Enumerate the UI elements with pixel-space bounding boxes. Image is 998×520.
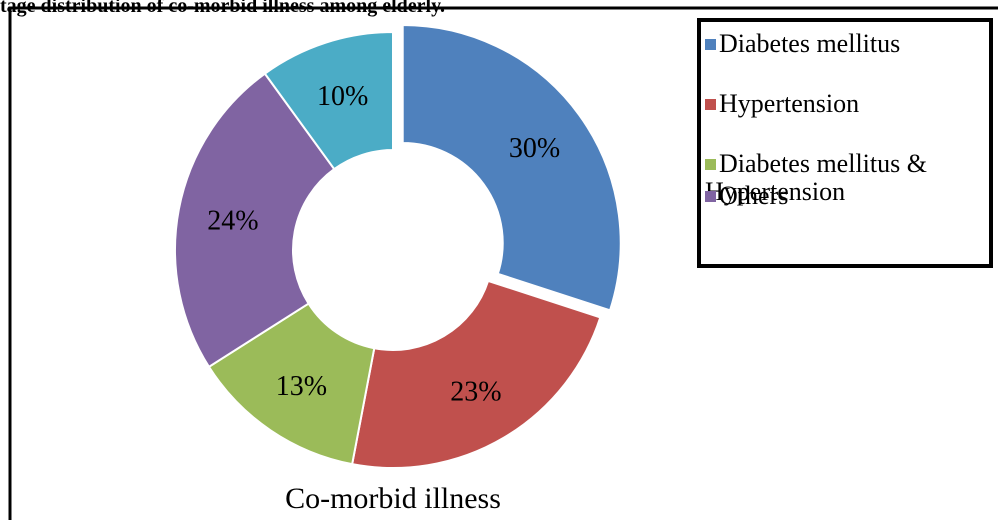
data-label: 24% bbox=[207, 205, 258, 236]
data-label: 30% bbox=[509, 133, 560, 164]
data-label: 10% bbox=[317, 81, 368, 112]
legend-label: Diabetes mellitus & Hypertension bbox=[705, 149, 927, 206]
frame bbox=[8, 6, 998, 520]
legend: Diabetes mellitus Hypertension Diabetes me… bbox=[697, 18, 993, 268]
legend-swatch bbox=[705, 39, 716, 50]
donut-slice bbox=[263, 30, 394, 171]
legend-entry: Others bbox=[705, 182, 985, 210]
legend-entry: Hypertension bbox=[705, 90, 985, 118]
data-label: 23% bbox=[450, 376, 501, 407]
legend-swatch bbox=[705, 99, 716, 110]
donut-slice bbox=[401, 23, 622, 312]
legend-label: Others bbox=[719, 181, 789, 210]
legend-label: Hypertension bbox=[719, 89, 860, 118]
legend-label: Diabetes mellitus bbox=[719, 29, 901, 58]
legend-swatch bbox=[705, 191, 716, 202]
donut-slice bbox=[174, 72, 336, 369]
legend-swatch bbox=[705, 159, 716, 170]
chart-subtitle: Co-morbid illness bbox=[285, 482, 501, 515]
donut-slice bbox=[350, 279, 602, 469]
chart-title: tage distribution of co-morbid illness a… bbox=[0, 0, 445, 17]
data-label: 13% bbox=[276, 371, 327, 402]
legend-entry: Diabetes mellitus bbox=[705, 30, 985, 58]
donut-slice bbox=[207, 302, 376, 466]
legend-entry: Diabetes mellitus & Hypertension bbox=[705, 150, 985, 206]
